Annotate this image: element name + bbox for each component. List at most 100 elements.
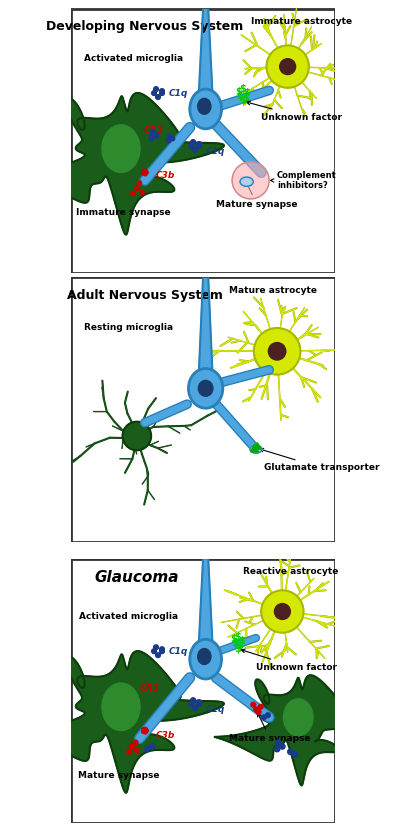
Text: Mature astrocyte: Mature astrocyte — [229, 286, 317, 295]
Text: $: $ — [241, 93, 248, 103]
Circle shape — [140, 190, 144, 194]
Polygon shape — [198, 560, 212, 639]
Circle shape — [143, 727, 147, 731]
Circle shape — [155, 95, 160, 99]
Circle shape — [253, 707, 258, 711]
Text: Immature synapse: Immature synapse — [76, 207, 171, 217]
Ellipse shape — [239, 177, 253, 186]
Text: $: $ — [237, 636, 244, 646]
Circle shape — [261, 715, 266, 720]
Polygon shape — [254, 443, 260, 449]
Text: C1q: C1q — [168, 88, 188, 97]
Polygon shape — [250, 444, 258, 452]
Ellipse shape — [189, 89, 221, 129]
Text: Developing Nervous System: Developing Nervous System — [46, 20, 243, 34]
Text: CR3: CR3 — [143, 126, 163, 134]
Ellipse shape — [283, 699, 312, 736]
Circle shape — [292, 752, 297, 757]
Text: Adult Nervous System: Adult Nervous System — [67, 289, 222, 302]
Circle shape — [167, 134, 171, 138]
Circle shape — [159, 648, 164, 654]
Circle shape — [196, 144, 201, 149]
Circle shape — [143, 731, 147, 734]
Circle shape — [279, 59, 295, 75]
Circle shape — [153, 645, 158, 649]
Circle shape — [274, 747, 279, 752]
Ellipse shape — [102, 683, 140, 731]
Circle shape — [131, 429, 142, 440]
Circle shape — [268, 343, 285, 360]
Circle shape — [149, 744, 154, 749]
Text: $: $ — [239, 84, 245, 94]
Text: Activated microglia: Activated microglia — [84, 54, 183, 63]
FancyBboxPatch shape — [71, 559, 334, 823]
Text: $: $ — [243, 88, 249, 98]
Circle shape — [151, 91, 156, 96]
Circle shape — [145, 747, 150, 752]
Ellipse shape — [188, 369, 222, 408]
Circle shape — [279, 744, 284, 749]
Text: Complement
inhibitors?: Complement inhibitors? — [270, 171, 336, 191]
Text: $: $ — [231, 638, 238, 648]
Circle shape — [155, 653, 160, 658]
Circle shape — [150, 129, 155, 135]
Circle shape — [141, 727, 145, 732]
Circle shape — [196, 701, 201, 706]
Circle shape — [134, 748, 139, 753]
Circle shape — [287, 749, 292, 754]
FancyBboxPatch shape — [71, 8, 334, 273]
Circle shape — [196, 142, 201, 146]
Polygon shape — [14, 651, 224, 793]
Circle shape — [141, 730, 145, 733]
Circle shape — [188, 701, 193, 706]
Circle shape — [260, 591, 303, 633]
Circle shape — [134, 186, 139, 191]
Text: C1q: C1q — [168, 647, 188, 656]
Circle shape — [192, 706, 197, 711]
Circle shape — [145, 729, 148, 732]
Text: C3b: C3b — [155, 171, 174, 180]
Text: Glaucoma: Glaucoma — [94, 570, 179, 585]
Polygon shape — [198, 279, 212, 369]
Text: Reactive astrocyte: Reactive astrocyte — [242, 567, 337, 576]
Circle shape — [143, 169, 147, 172]
Text: Unknown factor: Unknown factor — [241, 649, 336, 672]
Text: Mature synapse: Mature synapse — [216, 179, 297, 209]
Ellipse shape — [197, 648, 211, 664]
Text: $: $ — [230, 634, 236, 644]
Circle shape — [159, 91, 164, 96]
Circle shape — [153, 133, 158, 138]
Circle shape — [170, 136, 174, 140]
Text: Unknown factor: Unknown factor — [246, 102, 341, 122]
Text: $: $ — [236, 641, 243, 651]
Polygon shape — [214, 675, 377, 785]
Circle shape — [250, 702, 255, 707]
Circle shape — [145, 171, 148, 174]
Circle shape — [188, 144, 193, 149]
Text: Resting microglia: Resting microglia — [84, 323, 173, 332]
Text: C3b: C3b — [155, 732, 174, 740]
Circle shape — [151, 648, 156, 654]
Text: $: $ — [235, 87, 241, 97]
Circle shape — [159, 89, 164, 93]
Text: Mature synapse: Mature synapse — [229, 713, 310, 743]
Circle shape — [190, 698, 195, 702]
Ellipse shape — [249, 445, 261, 453]
Circle shape — [166, 139, 170, 143]
Text: $: $ — [239, 96, 245, 106]
Ellipse shape — [189, 639, 221, 679]
Circle shape — [265, 713, 270, 717]
Circle shape — [122, 422, 151, 450]
Polygon shape — [14, 93, 224, 234]
Circle shape — [130, 192, 135, 196]
Circle shape — [141, 171, 145, 176]
Text: $: $ — [233, 643, 240, 654]
Circle shape — [153, 87, 158, 92]
Circle shape — [196, 700, 201, 705]
Circle shape — [159, 647, 164, 652]
Ellipse shape — [102, 125, 140, 172]
Text: Glutamate transporter: Glutamate transporter — [259, 449, 378, 472]
Text: CR3: CR3 — [139, 684, 159, 693]
Circle shape — [148, 135, 153, 140]
Ellipse shape — [197, 98, 211, 114]
